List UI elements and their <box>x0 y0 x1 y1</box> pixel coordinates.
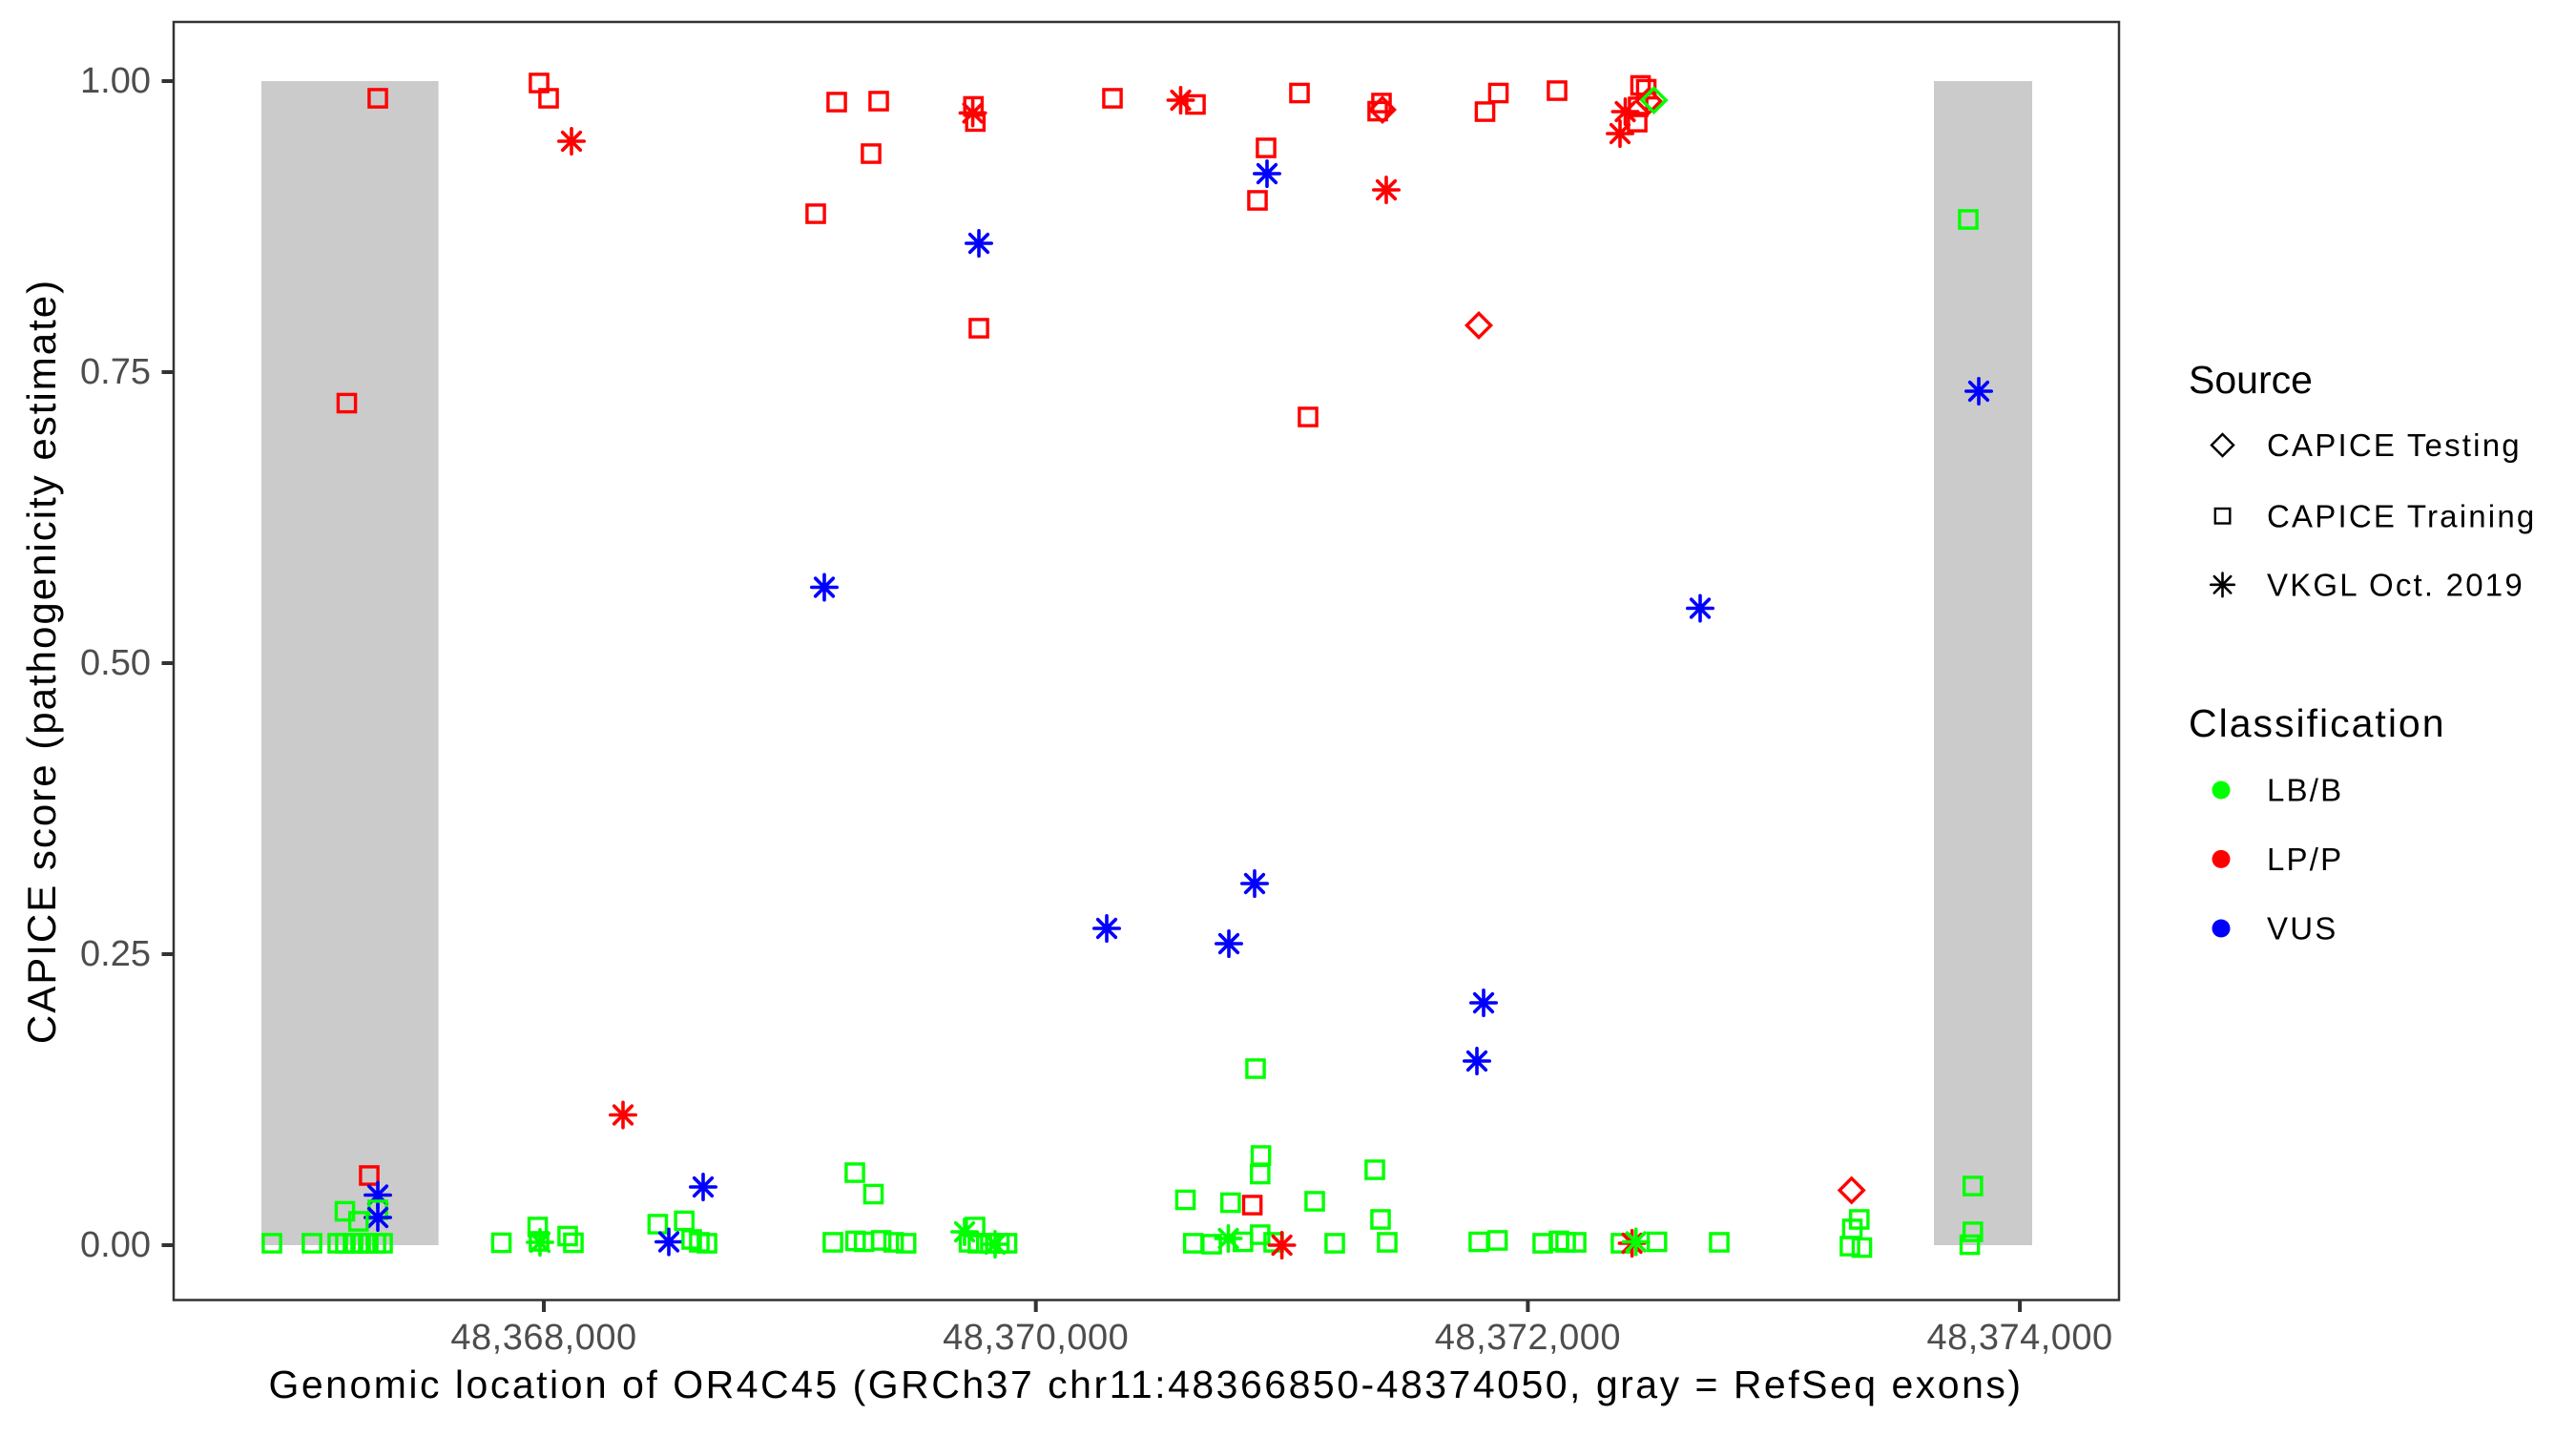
svg-text:VUS: VUS <box>2267 911 2337 947</box>
svg-text:48,374,000: 48,374,000 <box>1927 1318 2113 1358</box>
svg-text:Classification: Classification <box>2189 701 2446 745</box>
svg-text:Genomic location of OR4C45 (GR: Genomic location of OR4C45 (GRCh37 chr11… <box>268 1363 2023 1406</box>
svg-text:48,370,000: 48,370,000 <box>943 1318 1129 1358</box>
svg-text:CAPICE Testing: CAPICE Testing <box>2267 427 2522 463</box>
svg-text:LP/P: LP/P <box>2267 842 2343 877</box>
svg-text:CAPICE score (pathogenicity es: CAPICE score (pathogenicity estimate) <box>19 279 64 1044</box>
svg-text:0.25: 0.25 <box>80 934 151 974</box>
svg-text:1.00: 1.00 <box>80 61 151 101</box>
svg-text:0.75: 0.75 <box>80 352 151 392</box>
svg-text:0.00: 0.00 <box>80 1225 151 1265</box>
svg-text:48,368,000: 48,368,000 <box>450 1318 636 1358</box>
svg-text:LB/B: LB/B <box>2267 773 2343 808</box>
svg-text:VKGL Oct. 2019: VKGL Oct. 2019 <box>2267 567 2524 602</box>
svg-text:48,372,000: 48,372,000 <box>1435 1318 1621 1358</box>
svg-text:CAPICE Training: CAPICE Training <box>2267 498 2536 533</box>
svg-text:0.50: 0.50 <box>80 643 151 683</box>
svg-text:Source: Source <box>2189 358 2313 402</box>
